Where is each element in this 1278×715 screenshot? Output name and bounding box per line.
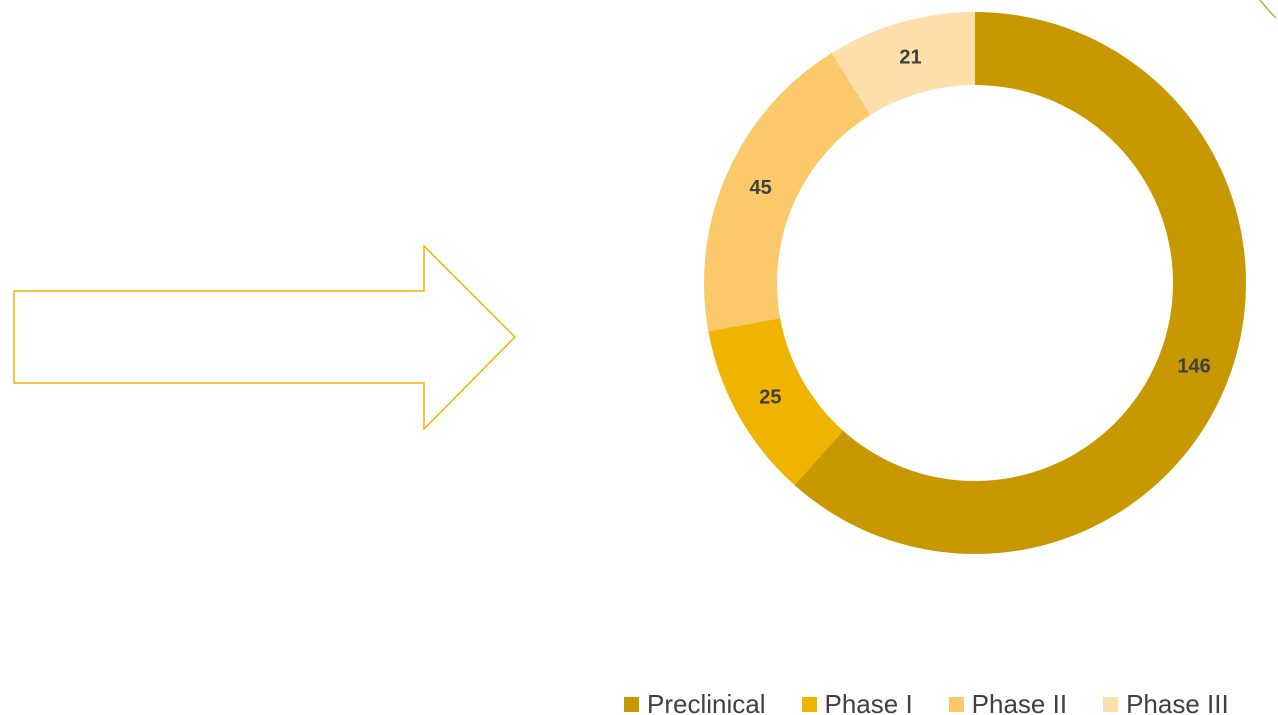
legend-item-phase-iii: Phase III	[1103, 689, 1247, 715]
chart-legend: Preclinical Phase I Phase II Phase III	[624, 682, 1247, 715]
legend-swatch	[624, 696, 639, 712]
donut-slice-preclinical	[794, 12, 1246, 554]
data-label-phase-i: 25	[759, 387, 781, 409]
legend-swatch	[801, 696, 817, 712]
legend-label: Phase II	[971, 688, 1068, 715]
data-label-preclinical: 146	[1177, 356, 1210, 378]
legend-label: Phase I	[824, 688, 913, 715]
donut-data-labels: 146 25 45 21	[750, 47, 1211, 409]
donut-slice-phase-i	[708, 318, 844, 486]
arrow-shape	[13, 244, 517, 431]
leaf-decoration-icon	[1259, 0, 1277, 19]
legend-swatch	[948, 696, 964, 712]
legend-item-phase-ii: Phase II	[948, 688, 1085, 715]
data-label-phase-ii: 45	[750, 177, 772, 199]
donut-slices	[704, 12, 1246, 554]
legend-swatch	[1103, 696, 1119, 712]
data-label-phase-iii: 21	[899, 47, 921, 69]
donut-slice-phase-ii	[704, 52, 871, 332]
legend-label: Phase III	[1126, 688, 1229, 715]
donut-slice-phase-iii	[831, 12, 975, 115]
legend-label: Preclinical	[647, 688, 766, 715]
legend-item-phase-i: Phase I	[801, 688, 931, 715]
legend-item-preclinical: Preclinical	[624, 689, 784, 715]
